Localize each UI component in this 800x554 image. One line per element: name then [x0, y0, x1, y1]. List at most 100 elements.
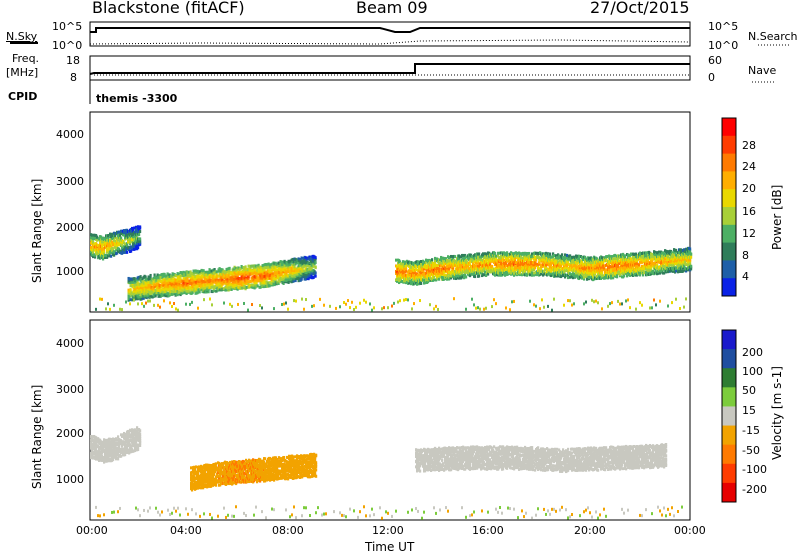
power-cell — [682, 257, 685, 261]
power-cell — [420, 281, 423, 285]
power-cell — [304, 256, 307, 260]
power-cell — [664, 260, 667, 264]
power-cell — [196, 284, 199, 288]
power-cell — [617, 264, 620, 268]
power-cell — [185, 302, 187, 306]
power-cell — [347, 299, 349, 303]
power-cell — [215, 273, 218, 277]
power-cell — [268, 263, 271, 267]
power-cell — [277, 276, 280, 280]
power-cell — [630, 268, 633, 272]
power-cb-tick: 4 — [742, 270, 749, 283]
power-cell — [290, 266, 293, 270]
power-cell — [551, 308, 553, 312]
power-cell — [403, 279, 406, 283]
power-cell — [642, 273, 645, 277]
power-cell — [646, 254, 649, 258]
power-cell — [209, 297, 211, 301]
velocity-cell — [126, 433, 129, 437]
power-cell — [602, 263, 605, 267]
power-cell — [111, 235, 114, 239]
power-cell — [398, 263, 401, 267]
power-cell — [448, 259, 451, 263]
power-cell — [335, 306, 337, 310]
power-cell — [293, 270, 296, 274]
power-cell — [154, 288, 157, 292]
power-cell — [305, 298, 307, 302]
power-cell — [129, 302, 131, 306]
power-cell — [274, 280, 277, 284]
power-cell — [662, 254, 665, 258]
power-cell — [652, 269, 655, 273]
power-cell — [129, 298, 132, 302]
power-cell — [464, 273, 467, 277]
power-cell — [247, 308, 249, 312]
power-cell — [409, 279, 412, 283]
power-cell — [679, 307, 681, 311]
xtick: 08:00 — [272, 524, 304, 537]
power-cell — [505, 264, 508, 268]
power-cell — [234, 266, 237, 270]
power-cell — [582, 273, 585, 277]
power-cell — [655, 256, 658, 260]
power-cell — [110, 238, 113, 242]
power-cell — [510, 251, 513, 255]
power-cell — [110, 254, 113, 258]
power-cell — [649, 306, 651, 310]
power-cell — [256, 284, 259, 288]
velocity-cell — [105, 438, 108, 442]
velocity-cb-tick: 15 — [742, 404, 756, 417]
power-cell — [601, 307, 603, 311]
velocity-cell — [113, 441, 116, 445]
power-cell — [640, 258, 643, 262]
power-cell — [491, 305, 493, 309]
power-cell — [438, 261, 441, 265]
power-cell — [215, 278, 218, 282]
power-cell — [478, 252, 481, 256]
power-cell — [157, 279, 160, 283]
power-cell — [200, 279, 203, 283]
power-cell — [411, 307, 413, 311]
power-cell — [689, 262, 692, 266]
power-cell — [345, 302, 347, 306]
velocity-cell — [105, 442, 108, 446]
power-cell — [170, 289, 173, 293]
power-cell — [299, 274, 302, 278]
power-cell — [514, 257, 517, 261]
power-cell — [653, 298, 655, 302]
power-cell — [682, 260, 685, 264]
xtick: 04:00 — [170, 524, 202, 537]
power-cell — [655, 252, 658, 256]
power-cell — [132, 229, 135, 233]
power-cell — [662, 258, 665, 262]
power-cell — [596, 257, 599, 261]
power-cell — [478, 266, 481, 270]
power-cell — [295, 299, 297, 303]
power-cell — [104, 241, 107, 245]
power-cell — [469, 274, 472, 278]
power-cell — [557, 260, 560, 264]
power-cell — [500, 256, 503, 260]
power-cell — [313, 304, 315, 308]
power-cell — [616, 269, 619, 273]
power-cell — [674, 262, 677, 266]
power-cell — [119, 233, 122, 237]
power-cell — [528, 251, 531, 255]
power-cell — [515, 266, 518, 270]
power-cell — [253, 265, 256, 269]
power-cell — [149, 299, 151, 303]
power-cell — [433, 307, 435, 311]
power-cell — [139, 237, 142, 241]
power-cell — [102, 257, 105, 261]
velocity-cell — [94, 455, 97, 459]
power-cell — [626, 274, 629, 278]
power-cell — [620, 257, 623, 261]
power-cell — [135, 235, 138, 239]
power-cell — [141, 302, 143, 306]
power-cell — [226, 284, 229, 288]
power-cell — [116, 251, 119, 255]
power-cell — [618, 270, 621, 274]
power-cell — [469, 263, 472, 267]
power-cell — [136, 280, 139, 284]
power-cell — [161, 276, 164, 280]
